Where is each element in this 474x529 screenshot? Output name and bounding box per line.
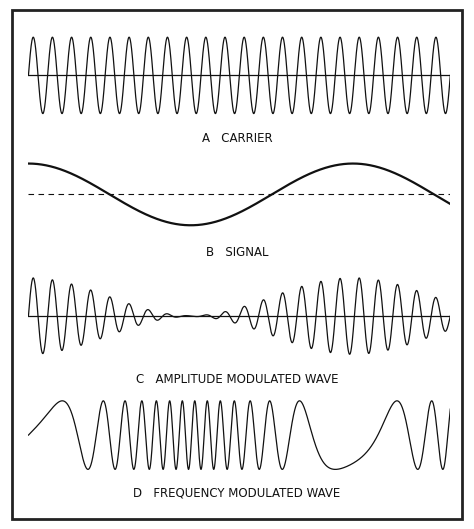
Text: B   SIGNAL: B SIGNAL <box>206 246 268 259</box>
Text: C   AMPLITUDE MODULATED WAVE: C AMPLITUDE MODULATED WAVE <box>136 373 338 386</box>
Text: A   CARRIER: A CARRIER <box>202 132 272 145</box>
Text: D   FREQUENCY MODULATED WAVE: D FREQUENCY MODULATED WAVE <box>133 487 341 500</box>
FancyBboxPatch shape <box>12 10 462 519</box>
